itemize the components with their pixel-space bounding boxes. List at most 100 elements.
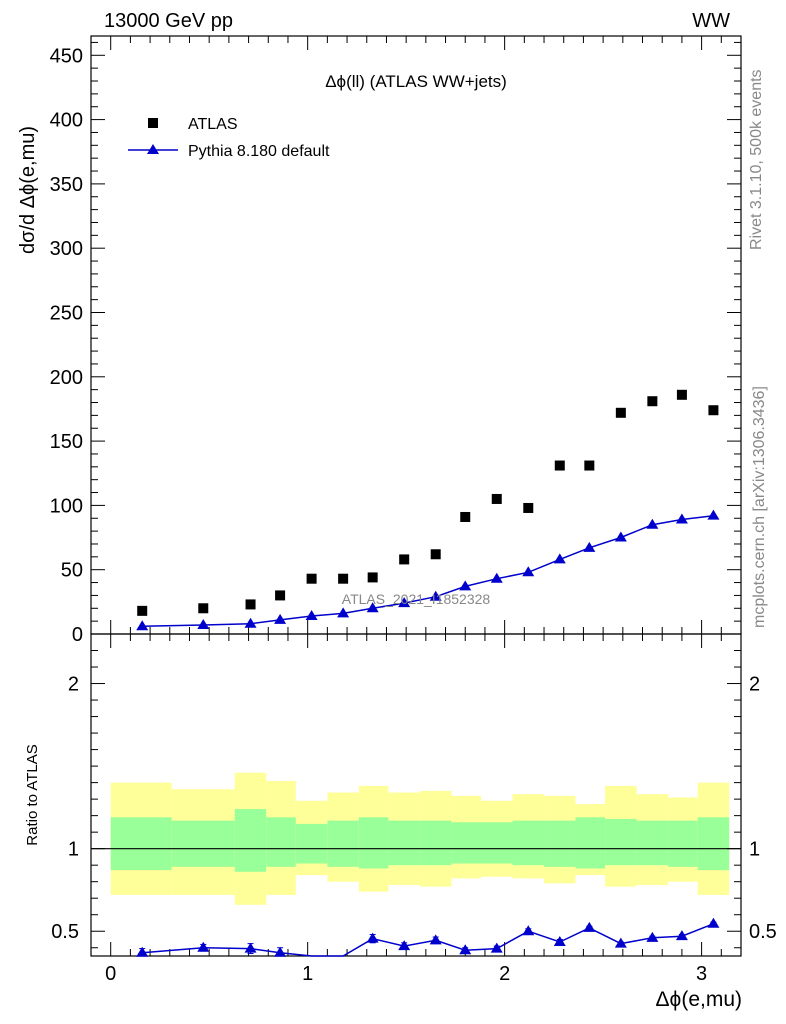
atlas-data-point	[708, 405, 719, 416]
ratio-point	[614, 937, 627, 948]
main-y-tick-label: 200	[50, 367, 83, 389]
ratio-point	[366, 932, 379, 943]
ratio-inner-band	[295, 823, 328, 864]
legend-mc-label: Pythia 8.180 default	[188, 143, 330, 160]
ratio-uncertainty-bands	[91, 772, 741, 905]
atlas-data-point	[523, 502, 534, 513]
atlas-data-point	[491, 493, 502, 504]
main-y-tick-label: 450	[50, 45, 83, 67]
ratio-y-tick-label: 0.5	[51, 921, 79, 943]
atlas-data-point	[615, 407, 626, 418]
main-panel: 0 50 100 150 200 250 300 350 400 450 Δϕ(ll) (ATLA…	[17, 35, 742, 646]
ratio-point	[459, 944, 472, 955]
x-tick-label: 0	[105, 963, 116, 985]
ratio-inner-band	[544, 820, 576, 867]
mc-series-line	[142, 514, 714, 628]
ratio-point	[244, 942, 257, 953]
atlas-data-point	[338, 573, 349, 584]
ratio-point	[522, 925, 535, 936]
mc-point	[522, 566, 535, 577]
ratio-inner-band	[266, 817, 296, 867]
mc-point	[136, 620, 149, 631]
atlas-data-point	[554, 460, 565, 471]
main-y-tick-label: 250	[50, 302, 83, 324]
ratio-axis-ticks: 0.5 0.5 1 1 2 2 0 1 2 3	[51, 634, 777, 985]
ratio-y-tick-label: 2	[68, 674, 79, 696]
ratio-plot-frame	[90, 633, 742, 957]
main-y-axis-label: dσ/d Δϕ(e,mu)	[17, 126, 39, 254]
analysis-watermark: ATLAS_2021_I1852328	[342, 591, 491, 607]
x-tick-label: 3	[696, 963, 707, 985]
ratio-inner-band	[171, 820, 235, 867]
atlas-data-point	[430, 549, 441, 560]
atlas-data-point	[275, 590, 286, 601]
x-axis-label: Δϕ(e,mu)	[656, 988, 742, 1011]
plot-title: Δϕ(ll) (ATLAS WW+jets)	[325, 72, 507, 91]
ratio-inner-band	[110, 817, 172, 871]
energy-label: 13000 GeV pp	[104, 10, 233, 32]
legend-mc-marker	[147, 144, 159, 154]
mc-point	[274, 613, 287, 624]
ratio-point	[583, 921, 596, 932]
ratio-point	[429, 934, 442, 945]
main-axis-ticks: 0 50 100 150 200 250 300 350 400 450	[50, 36, 742, 646]
atlas-data-point	[399, 554, 410, 565]
x-tick-label: 2	[499, 963, 510, 985]
atlas-data-point	[584, 460, 595, 471]
mcplots-reference-label: mcplots.cern.ch [arXiv:1306.3436]	[751, 386, 768, 628]
mc-point	[459, 580, 472, 591]
ratio-inner-band	[388, 820, 420, 866]
ratio-point	[646, 931, 659, 942]
atlas-data-point	[647, 396, 658, 407]
process-label: WW	[692, 10, 730, 32]
atlas-data-point	[137, 605, 148, 616]
mc-point	[337, 607, 350, 618]
mc-point	[197, 618, 210, 629]
mc-point	[429, 590, 442, 601]
rivet-version-label: Rivet 3.1.10, 500k events	[748, 69, 765, 250]
ratio-inner-band	[451, 822, 481, 864]
atlas-data-point	[676, 389, 687, 400]
main-y-tick-label: 50	[61, 560, 83, 582]
mc-point	[305, 609, 318, 620]
ratio-panel: 0.5 0.5 1 1 2 2 0 1 2 3 Ratio to ATLAS Δϕ(e,mu)	[24, 633, 777, 1011]
atlas-data-point	[460, 511, 471, 522]
ratio-point	[398, 940, 411, 951]
main-y-tick-label: 350	[50, 174, 83, 196]
atlas-data-point	[198, 603, 209, 614]
ratio-inner-band	[697, 817, 730, 871]
x-tick-label: 1	[302, 963, 313, 985]
ratio-point	[490, 942, 503, 953]
ratio-inner-band	[605, 818, 637, 866]
main-y-tick-label: 300	[50, 238, 83, 260]
ratio-inner-band	[327, 820, 359, 867]
ratio-point	[197, 941, 210, 952]
ratio-data-marks	[136, 917, 720, 957]
ratio-point	[553, 935, 566, 946]
ratio-y-tick-label-right: 2	[749, 674, 760, 696]
legend-data-marker	[148, 118, 158, 128]
ratio-y-tick-label-right: 1	[749, 839, 760, 861]
main-y-tick-label: 400	[50, 110, 83, 132]
ratio-inner-band	[636, 820, 669, 866]
ratio-inner-band	[234, 809, 267, 872]
mc-point	[490, 572, 503, 583]
main-y-tick-label: 0	[72, 624, 83, 646]
mc-point	[244, 617, 257, 628]
ratio-inner-band	[668, 820, 698, 867]
ratio-y-tick-label-right: 0.5	[749, 921, 777, 943]
ratio-point	[136, 946, 149, 957]
mc-point	[583, 541, 596, 552]
mc-point	[614, 531, 627, 542]
ratio-y-tick-label: 1	[68, 839, 79, 861]
ratio-point	[274, 946, 287, 957]
ratio-inner-band	[358, 817, 389, 869]
main-y-tick-label: 100	[50, 495, 83, 517]
ratio-point	[707, 917, 720, 928]
ratio-inner-band	[419, 820, 452, 866]
mc-point	[553, 553, 566, 564]
legend-data-label: ATLAS	[188, 116, 238, 133]
ratio-y-axis-label: Ratio to ATLAS	[24, 744, 41, 845]
main-data-marks	[136, 389, 720, 631]
